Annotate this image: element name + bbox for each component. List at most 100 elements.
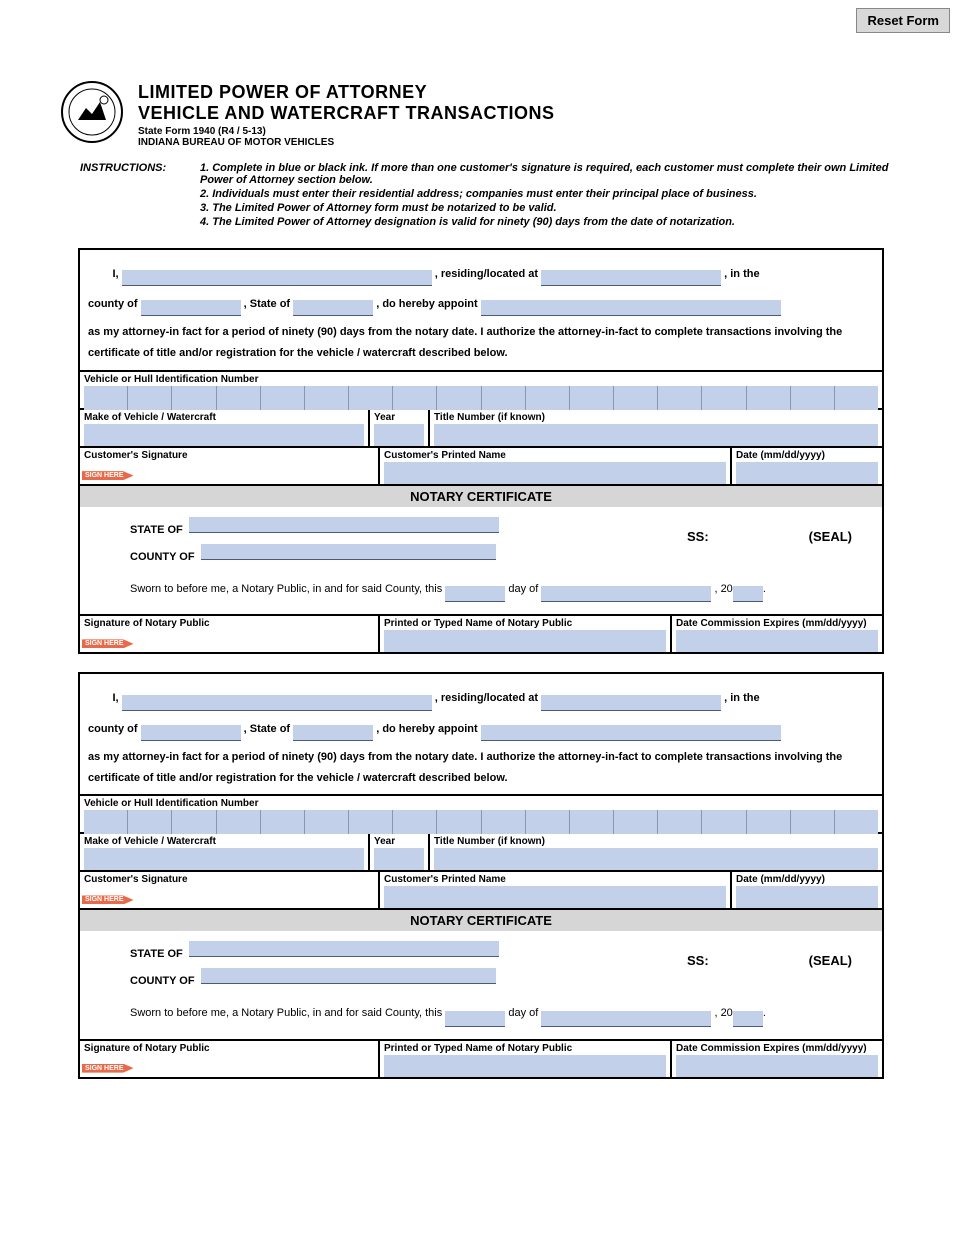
- dayof-text: day of: [508, 583, 538, 595]
- dayof-text: day of: [508, 1007, 538, 1019]
- customer-signature-label: Customer's Signature: [84, 874, 374, 885]
- reset-form-button[interactable]: Reset Form: [856, 8, 950, 33]
- date-field[interactable]: [736, 462, 878, 484]
- year20-text: , 20: [714, 583, 732, 595]
- form-title-2: VEHICLE AND WATERCRAFT TRANSACTIONS: [138, 103, 555, 124]
- instruction-item: 2. Individuals must enter their resident…: [200, 188, 902, 200]
- notary-county-field[interactable]: [201, 544, 496, 560]
- vin-label: Vehicle or Hull Identification Number: [84, 374, 878, 385]
- sworn-day-field[interactable]: [445, 586, 505, 602]
- form-page: LIMITED POWER OF ATTORNEY VEHICLE AND WA…: [0, 0, 962, 1137]
- title-number-field[interactable]: [434, 424, 878, 446]
- ss-label: SS:: [687, 521, 709, 552]
- seal-label: (SEAL): [809, 945, 852, 976]
- state-field[interactable]: [293, 725, 373, 741]
- instruction-item: 4. The Limited Power of Attorney designa…: [200, 216, 902, 228]
- poa-section-2: I, , residing/located at , in the county…: [78, 672, 884, 1078]
- commission-expires-field[interactable]: [676, 630, 878, 652]
- form-number: State Form 1940 (R4 / 5-13): [138, 126, 555, 137]
- sign-here-tag: SIGN HERE: [82, 471, 134, 480]
- text-countyof: county of: [88, 298, 138, 310]
- notary-county-label: COUNTY OF: [130, 544, 195, 570]
- instructions-block: INSTRUCTIONS: 1. Complete in blue or bla…: [80, 162, 902, 230]
- make-field[interactable]: [84, 424, 364, 446]
- name-field[interactable]: [122, 270, 432, 286]
- notary-header: NOTARY CERTIFICATE: [80, 484, 882, 507]
- text-stateof: , State of: [244, 723, 290, 735]
- declaration-paragraph: as my attorney-in fact for a period of n…: [88, 747, 874, 789]
- appointee-field[interactable]: [481, 725, 781, 741]
- ss-label: SS:: [687, 945, 709, 976]
- text-i: I,: [112, 268, 118, 280]
- vin-field[interactable]: [84, 386, 878, 408]
- text-inthe: , in the: [724, 268, 759, 280]
- name-field[interactable]: [122, 695, 432, 711]
- state-field[interactable]: [293, 300, 373, 316]
- customer-name-field[interactable]: [384, 462, 726, 484]
- agency-name: INDIANA BUREAU OF MOTOR VEHICLES: [138, 137, 555, 148]
- year-field[interactable]: [374, 848, 424, 870]
- text-countyof: county of: [88, 723, 138, 735]
- notary-signature-label: Signature of Notary Public: [84, 618, 374, 629]
- vin-field[interactable]: [84, 810, 878, 832]
- address-field[interactable]: [541, 270, 721, 286]
- form-title-1: LIMITED POWER OF ATTORNEY: [138, 82, 555, 103]
- commission-expires-label: Date Commission Expires (mm/dd/yyyy): [676, 618, 878, 629]
- date-label: Date (mm/dd/yyyy): [736, 450, 878, 461]
- text-stateof: , State of: [244, 298, 290, 310]
- year-label: Year: [374, 412, 424, 423]
- sworn-month-field[interactable]: [541, 586, 711, 602]
- notary-county-label: COUNTY OF: [130, 968, 195, 994]
- sworn-year-field[interactable]: [733, 1011, 763, 1027]
- vin-label: Vehicle or Hull Identification Number: [84, 798, 878, 809]
- appointee-field[interactable]: [481, 300, 781, 316]
- sworn-year-field[interactable]: [733, 586, 763, 602]
- notary-state-label: STATE OF: [130, 941, 183, 967]
- customer-name-label: Customer's Printed Name: [384, 450, 726, 461]
- text-appoint: , do hereby appoint: [376, 723, 477, 735]
- instructions-label: INSTRUCTIONS:: [80, 162, 200, 230]
- notary-state-field[interactable]: [189, 941, 499, 957]
- make-label: Make of Vehicle / Watercraft: [84, 412, 364, 423]
- commission-expires-label: Date Commission Expires (mm/dd/yyyy): [676, 1043, 878, 1054]
- title-number-field[interactable]: [434, 848, 878, 870]
- notary-county-field[interactable]: [201, 968, 496, 984]
- text-inthe: , in the: [724, 692, 759, 704]
- notary-signature-label: Signature of Notary Public: [84, 1043, 374, 1054]
- customer-name-field[interactable]: [384, 886, 726, 908]
- sign-here-tag: SIGN HERE: [82, 639, 134, 648]
- county-field[interactable]: [141, 300, 241, 316]
- notary-printed-name-field[interactable]: [384, 1055, 666, 1077]
- sign-here-tag: SIGN HERE: [82, 895, 134, 904]
- year-field[interactable]: [374, 424, 424, 446]
- title-number-label: Title Number (if known): [434, 836, 878, 847]
- make-field[interactable]: [84, 848, 364, 870]
- title-number-label: Title Number (if known): [434, 412, 878, 423]
- commission-expires-field[interactable]: [676, 1055, 878, 1077]
- customer-name-label: Customer's Printed Name: [384, 874, 726, 885]
- instruction-item: 1. Complete in blue or black ink. If mor…: [200, 162, 902, 186]
- county-field[interactable]: [141, 725, 241, 741]
- notary-state-field[interactable]: [189, 517, 499, 533]
- date-field[interactable]: [736, 886, 878, 908]
- text-residing: , residing/located at: [435, 692, 538, 704]
- text-residing: , residing/located at: [435, 268, 538, 280]
- instruction-item: 3. The Limited Power of Attorney form mu…: [200, 202, 902, 214]
- sworn-month-field[interactable]: [541, 1011, 711, 1027]
- form-header: LIMITED POWER OF ATTORNEY VEHICLE AND WA…: [60, 80, 902, 148]
- make-label: Make of Vehicle / Watercraft: [84, 836, 364, 847]
- address-field[interactable]: [541, 695, 721, 711]
- notary-printed-name-field[interactable]: [384, 630, 666, 652]
- sworn-day-field[interactable]: [445, 1011, 505, 1027]
- sworn-text: Sworn to before me, a Notary Public, in …: [130, 583, 442, 595]
- dot-text: .: [763, 583, 766, 595]
- customer-signature-label: Customer's Signature: [84, 450, 374, 461]
- sign-here-tag: SIGN HERE: [82, 1064, 134, 1073]
- text-i: I,: [112, 692, 118, 704]
- sworn-text: Sworn to before me, a Notary Public, in …: [130, 1007, 442, 1019]
- seal-label: (SEAL): [809, 521, 852, 552]
- notary-printed-name-label: Printed or Typed Name of Notary Public: [384, 618, 666, 629]
- text-appoint: , do hereby appoint: [376, 298, 477, 310]
- year20-text: , 20: [714, 1007, 732, 1019]
- poa-section-1: I, , residing/located at , in the county…: [78, 248, 884, 654]
